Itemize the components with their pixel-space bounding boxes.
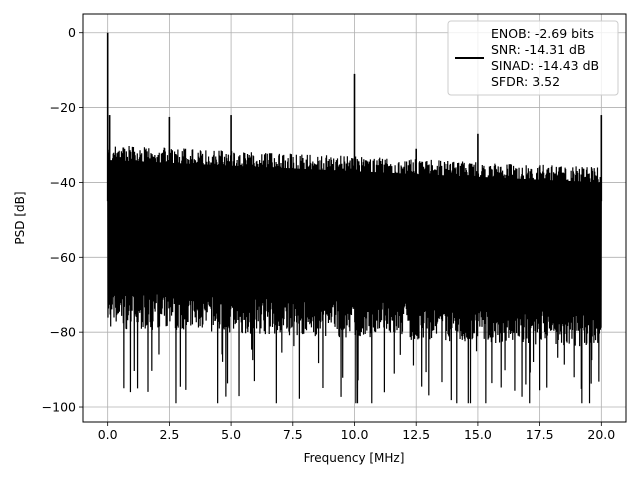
legend-line-snr: SNR: -14.31 dB xyxy=(491,42,586,57)
x-axis-ticks: 0.0 2.5 5.0 7.5 10.0 12.5 15.0 17.5 20.0 xyxy=(98,422,615,442)
y-tick-label: −20 xyxy=(50,100,76,115)
legend-box xyxy=(447,20,619,96)
y-axis-label: PSD [dB] xyxy=(13,191,27,244)
legend-line-sfdr: SFDR: 3.52 xyxy=(491,74,560,89)
x-tick-label: 20.0 xyxy=(587,427,615,442)
x-tick-label: 7.5 xyxy=(283,427,303,442)
x-tick-label: 5.0 xyxy=(221,427,241,442)
x-tick-label: 10.0 xyxy=(341,427,369,442)
y-tick-label: −80 xyxy=(50,325,76,340)
y-tick-label: −100 xyxy=(42,400,76,415)
y-tick-label: −60 xyxy=(50,250,76,265)
x-tick-label: 2.5 xyxy=(159,427,179,442)
spectral-peaks xyxy=(106,32,603,202)
y-tick-label: −40 xyxy=(50,175,76,190)
x-tick-label: 15.0 xyxy=(464,427,492,442)
y-axis-ticks: 0 −20 −40 −60 −80 −100 xyxy=(42,25,83,415)
legend-line-sinad: SINAD: -14.43 dB xyxy=(491,58,599,73)
x-axis-label: Frequency [MHz] xyxy=(304,451,405,465)
x-tick-label: 12.5 xyxy=(402,427,430,442)
x-tick-label: 17.5 xyxy=(526,427,554,442)
y-tick-label: 0 xyxy=(68,25,76,40)
x-tick-label: 0.0 xyxy=(98,427,118,442)
legend: ENOB: -2.69 bits SNR: -14.31 dB SINAD: -… xyxy=(447,20,619,96)
legend-line-enob: ENOB: -2.69 bits xyxy=(491,26,594,41)
